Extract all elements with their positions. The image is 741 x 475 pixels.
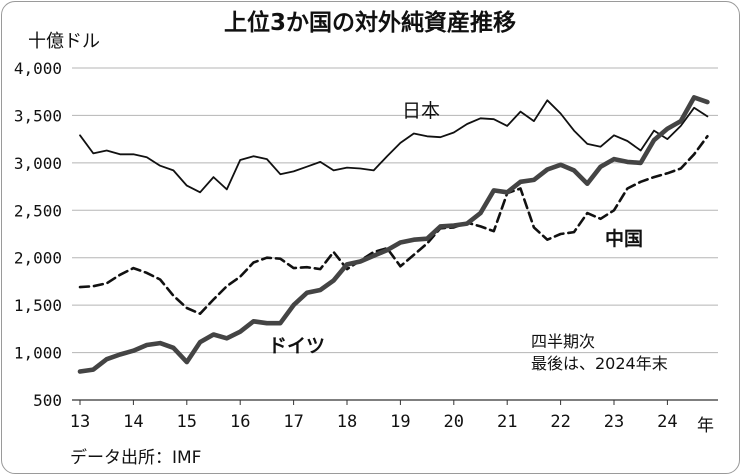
note-last-period: 最後は、2024年末 [531, 354, 668, 373]
y-tick-label: 2,000 [14, 249, 62, 268]
x-tick-labels: 13 14 15 16 17 18 19 20 21 22 23 24 [70, 400, 678, 432]
series-label-germany: ドイツ [268, 335, 325, 357]
x-tick-label: 21 [497, 412, 517, 432]
y-tick-label: 3,500 [14, 106, 62, 125]
x-tick-label: 24 [657, 412, 677, 432]
grid-lines [72, 67, 718, 401]
x-tick-label: 13 [70, 412, 90, 432]
x-tick-label: 15 [177, 412, 197, 432]
series-lines [77, 95, 710, 374]
series-line-japan [79, 99, 709, 194]
y-tick-label: 1,000 [14, 344, 62, 363]
y-tick-label: 500 [33, 391, 62, 410]
y-tick-labels: 4,000 3,500 3,000 2,500 2,000 1,500 1,000 500 [14, 59, 62, 410]
series-label-japan: 日本 [402, 100, 440, 122]
x-tick-label: 19 [390, 412, 410, 432]
chart-title: 上位3か国の対外純資産推移 [224, 9, 516, 36]
x-tick-label: 16 [230, 412, 250, 432]
source-note: データ出所：IMF [70, 447, 201, 468]
x-tick-label: 22 [550, 412, 570, 432]
series-line-germany [77, 95, 710, 374]
x-axis-unit-label: 年 [697, 416, 714, 436]
y-tick-label: 1,500 [14, 296, 62, 315]
y-axis-unit-label: 十億ドル [28, 31, 100, 52]
series-label-china: 中国 [605, 227, 643, 250]
x-tick-label: 17 [283, 412, 303, 432]
x-tick-label: 18 [337, 412, 357, 432]
series-line-china [78, 135, 709, 316]
note-frequency: 四半期次 [531, 332, 595, 351]
y-tick-label: 4,000 [14, 59, 62, 78]
y-tick-label: 3,000 [14, 154, 62, 173]
x-tick-label: 20 [444, 412, 464, 432]
x-tick-label: 14 [123, 412, 143, 432]
x-tick-label: 23 [604, 412, 624, 432]
y-tick-label: 2,500 [14, 201, 62, 220]
